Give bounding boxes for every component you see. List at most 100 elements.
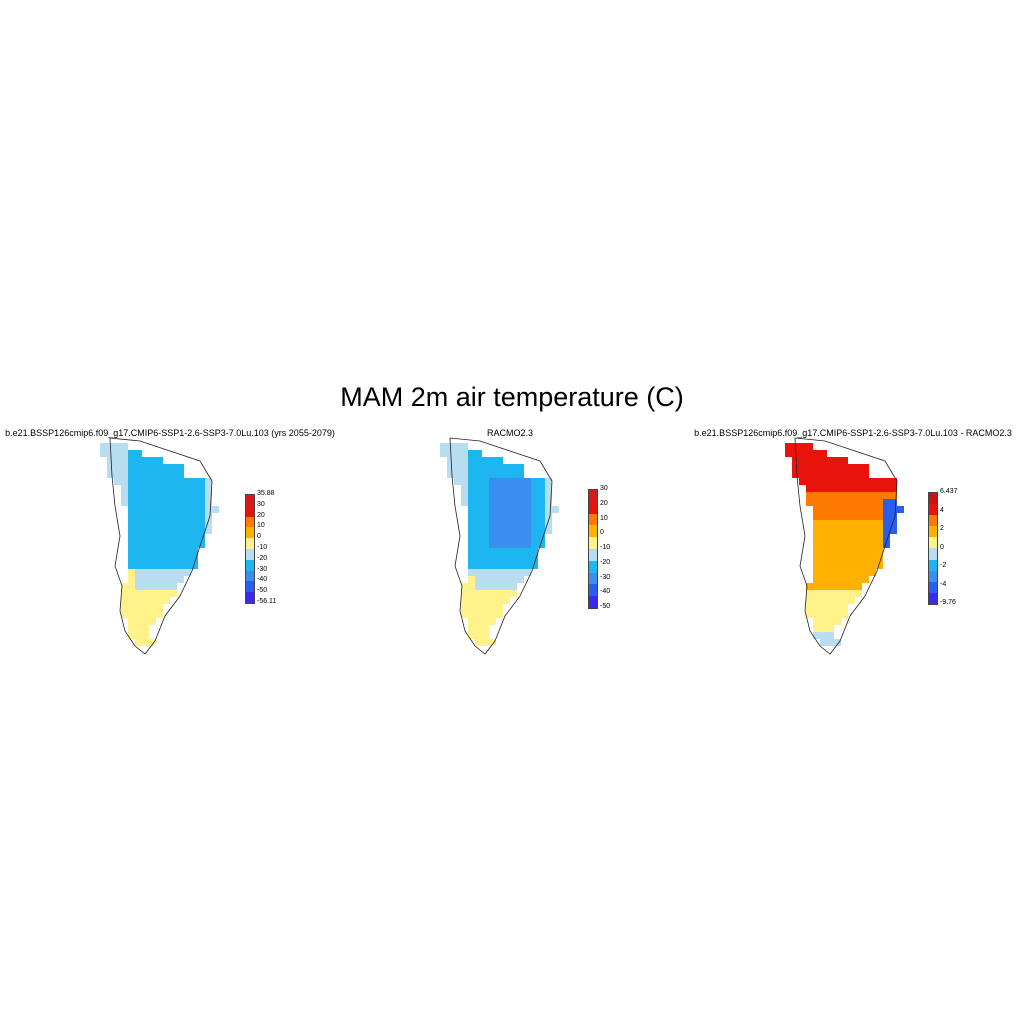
grid-cell xyxy=(848,541,855,548)
grid-cell xyxy=(792,457,799,464)
grid-cell xyxy=(170,569,177,576)
grid-cell xyxy=(827,548,834,555)
grid-cell xyxy=(876,555,883,562)
grid-cell xyxy=(142,639,149,646)
grid-cell xyxy=(813,513,820,520)
grid-cell xyxy=(855,478,862,485)
grid-cell xyxy=(855,541,862,548)
grid-cell xyxy=(503,506,510,513)
grid-cell xyxy=(538,534,545,541)
grid-cell xyxy=(142,485,149,492)
grid-cell xyxy=(149,499,156,506)
grid-cell xyxy=(834,583,841,590)
coastline xyxy=(449,437,553,655)
grid-cell xyxy=(827,618,834,625)
grid-cell xyxy=(510,576,517,583)
grid-cell xyxy=(121,450,128,457)
grid-cell xyxy=(503,471,510,478)
grid-cell xyxy=(156,562,163,569)
grid-cell xyxy=(496,597,503,604)
grid-cell xyxy=(862,569,869,576)
grid-cell xyxy=(813,464,820,471)
grid-cell xyxy=(496,464,503,471)
grid-cell xyxy=(149,513,156,520)
grid-cell xyxy=(820,562,827,569)
grid-cell xyxy=(142,527,149,534)
grid-cell xyxy=(468,513,475,520)
grid-cell xyxy=(149,506,156,513)
grid-cell xyxy=(447,471,454,478)
grid-cell xyxy=(813,548,820,555)
grid-cell xyxy=(841,541,848,548)
grid-cell xyxy=(454,457,461,464)
grid-cell xyxy=(862,576,869,583)
grid-cell xyxy=(114,478,121,485)
grid-cell xyxy=(841,555,848,562)
grid-cell xyxy=(142,611,149,618)
grid-cell xyxy=(834,639,841,646)
grid-cell xyxy=(128,604,135,611)
grid-cell xyxy=(869,569,876,576)
grid-cell xyxy=(489,520,496,527)
grid-cell xyxy=(806,597,813,604)
grid-cell xyxy=(156,499,163,506)
grid-cell xyxy=(538,520,545,527)
grid-cell xyxy=(114,457,121,464)
grid-cell xyxy=(820,632,827,639)
grid-cell xyxy=(163,513,170,520)
colorbar-tick-label: -9.76 xyxy=(940,599,956,606)
grid-cell xyxy=(510,464,517,471)
grid-cell xyxy=(184,492,191,499)
grid-cell xyxy=(517,478,524,485)
grid-cell xyxy=(468,506,475,513)
grid-cell xyxy=(128,541,135,548)
grid-cell xyxy=(468,492,475,499)
grid-cell xyxy=(813,478,820,485)
grid-cell xyxy=(156,492,163,499)
grid-cell xyxy=(475,576,482,583)
colorbar-swatch xyxy=(246,516,254,528)
grid-cell xyxy=(799,471,806,478)
grid-cell xyxy=(475,611,482,618)
grid-cell xyxy=(538,541,545,548)
grid-cell xyxy=(820,555,827,562)
grid-cell xyxy=(496,604,503,611)
grid-cell xyxy=(799,443,806,450)
grid-cell xyxy=(510,562,517,569)
colorbar-swatch xyxy=(929,537,937,549)
grid-cell xyxy=(496,548,503,555)
grid-cell xyxy=(128,576,135,583)
grid-cell xyxy=(503,562,510,569)
grid-cell xyxy=(135,478,142,485)
grid-cell xyxy=(503,576,510,583)
grid-cell xyxy=(785,450,792,457)
grid-cell xyxy=(489,583,496,590)
grid-cell xyxy=(135,492,142,499)
colorbar-swatch xyxy=(246,559,254,571)
colorbar-swatch xyxy=(589,584,597,597)
grid-cell xyxy=(489,618,496,625)
grid-cell xyxy=(489,499,496,506)
grid-cell xyxy=(135,590,142,597)
grid-cell xyxy=(538,499,545,506)
colorbar-tick-label: 6.437 xyxy=(940,488,958,495)
grid-cell xyxy=(142,541,149,548)
grid-cell xyxy=(834,541,841,548)
grid-cell xyxy=(820,506,827,513)
grid-cell xyxy=(482,541,489,548)
grid-cell xyxy=(827,499,834,506)
grid-cell xyxy=(827,457,834,464)
grid-cell xyxy=(482,562,489,569)
grid-cell xyxy=(170,576,177,583)
grid-cell xyxy=(813,632,820,639)
grid-cell xyxy=(531,534,538,541)
grid-cell xyxy=(468,555,475,562)
grid-cell xyxy=(198,527,205,534)
grid-cell xyxy=(827,492,834,499)
grid-cell xyxy=(475,520,482,527)
grid-cell xyxy=(454,443,461,450)
grid-cell xyxy=(142,632,149,639)
grid-cell xyxy=(135,625,142,632)
grid-cell xyxy=(869,534,876,541)
grid-cell xyxy=(142,492,149,499)
